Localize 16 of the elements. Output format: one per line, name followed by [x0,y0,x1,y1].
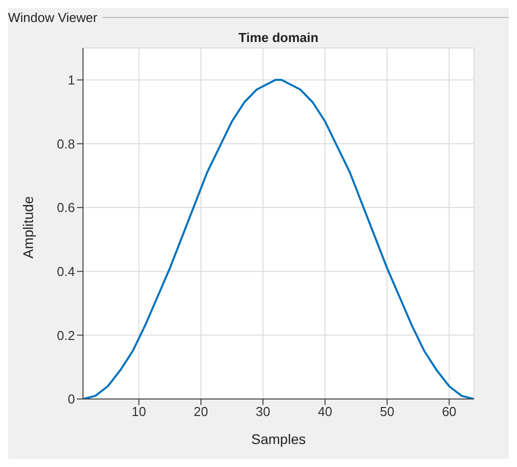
x-tick-label: 10 [132,404,146,420]
y-axis-title: Amplitude [20,196,36,258]
x-tick-label: 60 [442,404,456,420]
x-tick-label: 30 [256,404,270,420]
y-tick-label: 0 [68,392,75,407]
chart-title: Time domain [238,30,320,45]
y-tick-label: 0.2 [56,328,75,343]
y-tick-label: 0.8 [56,136,75,152]
y-tick-label: 0.6 [56,200,75,216]
x-tick-label: 40 [318,404,332,420]
x-axis-title: Samples [251,431,306,447]
x-tick-label: 20 [194,404,208,420]
text: Window Viewer [8,10,98,25]
y-tick-label: 1 [68,72,75,88]
x-tick-label: 50 [380,404,394,420]
y-tick-label: 0.4 [56,264,75,279]
